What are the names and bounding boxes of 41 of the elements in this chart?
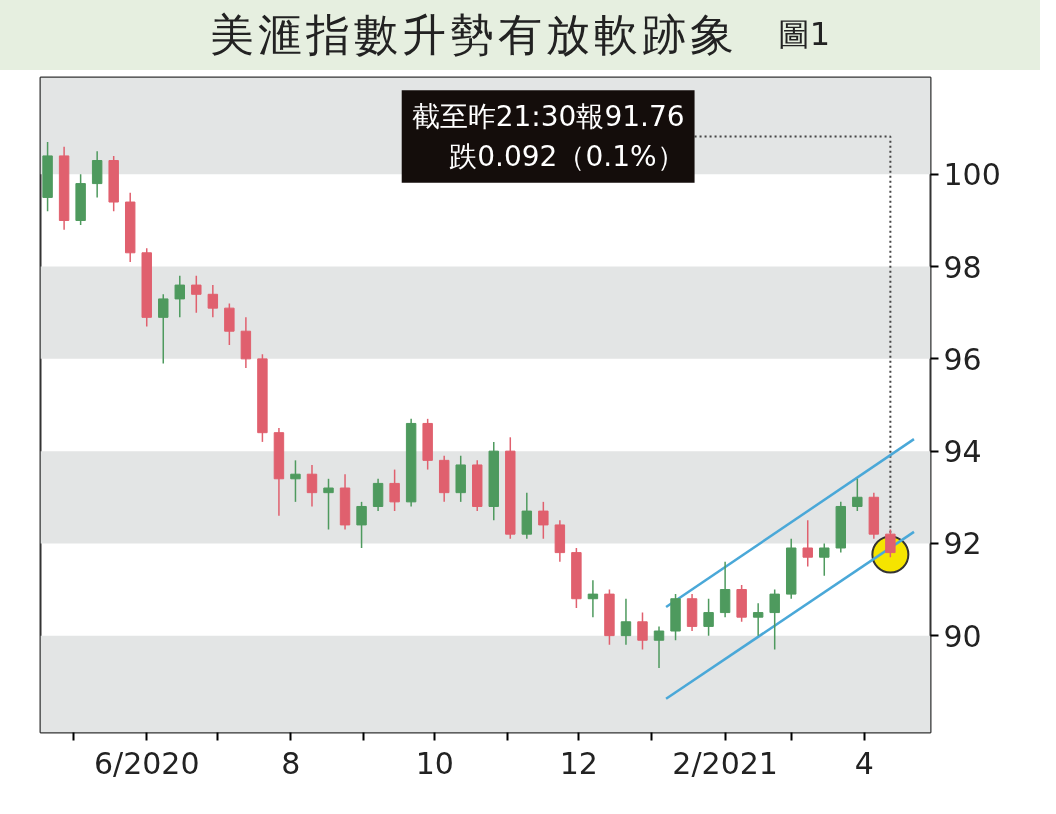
candlestick bbox=[769, 588, 780, 651]
candlestick bbox=[356, 501, 367, 549]
candlestick bbox=[653, 625, 665, 669]
candlestick bbox=[885, 528, 896, 558]
candlestick bbox=[207, 284, 219, 319]
candlestick bbox=[521, 491, 533, 540]
y-tick-label: 94 bbox=[943, 434, 982, 470]
y-tick-label: 98 bbox=[943, 249, 982, 285]
y-tick-label: 90 bbox=[943, 618, 982, 654]
candlestick bbox=[620, 597, 632, 646]
candlestick bbox=[637, 611, 648, 651]
candlestick bbox=[174, 275, 186, 319]
x-tick-label: 10 bbox=[415, 745, 454, 781]
chart-title: 美滙指數升勢有放軟跡象 bbox=[209, 7, 738, 62]
candlestick bbox=[719, 561, 731, 618]
x-tick-label: 6/2020 bbox=[93, 745, 200, 781]
candlestick bbox=[703, 597, 714, 637]
candlestick bbox=[91, 150, 103, 199]
candlestick bbox=[224, 302, 235, 346]
candlestick bbox=[802, 519, 813, 568]
candlestick bbox=[538, 501, 549, 540]
candlestick bbox=[306, 464, 318, 508]
candlestick bbox=[323, 478, 334, 531]
candlestick bbox=[158, 293, 169, 365]
y-tick-label: 92 bbox=[943, 526, 982, 562]
candlestick bbox=[191, 275, 202, 314]
candlestick bbox=[372, 478, 384, 512]
annotation: 截至昨21:30報91.76 跌0.092（0.1%） bbox=[411, 100, 685, 173]
y-tick-label: 96 bbox=[943, 341, 982, 377]
x-tick-label: 8 bbox=[281, 745, 301, 781]
caption: 圖1 bbox=[777, 14, 831, 56]
candlestick bbox=[587, 579, 599, 618]
x-tick-label: 12 bbox=[559, 745, 598, 781]
candlestick bbox=[752, 602, 764, 637]
y-tick-label: 100 bbox=[943, 157, 1001, 193]
candlestick bbox=[389, 468, 400, 512]
x-tick-label: 4 bbox=[854, 745, 874, 781]
candlestick bbox=[819, 542, 830, 577]
candlestick bbox=[290, 459, 301, 503]
candlestick bbox=[852, 478, 863, 512]
x-tick-label: 2/2021 bbox=[672, 745, 778, 781]
